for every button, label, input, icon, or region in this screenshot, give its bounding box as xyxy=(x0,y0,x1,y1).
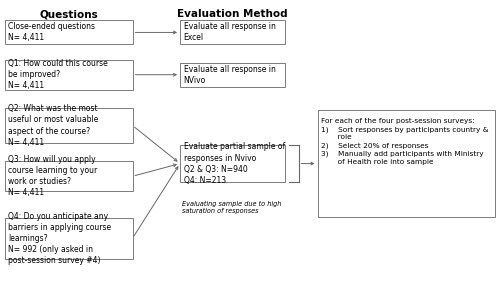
Text: Q1: How could this course
be improved?
N= 4,411: Q1: How could this course be improved? N… xyxy=(8,59,108,90)
FancyBboxPatch shape xyxy=(180,21,285,44)
FancyBboxPatch shape xyxy=(5,161,132,191)
Text: Q3: How will you apply
course learning to your
work or studies?
N= 4,411: Q3: How will you apply course learning t… xyxy=(8,155,98,197)
FancyBboxPatch shape xyxy=(5,108,132,143)
Text: Evaluating sample due to high
saturation of responses: Evaluating sample due to high saturation… xyxy=(182,201,282,214)
Text: For each of the four post-session surveys:
1)    Sort responses by participants : For each of the four post-session survey… xyxy=(321,118,488,165)
Text: Evaluate partial sample of
responses in Nvivo
Q2 & Q3: N=940
Q4: N=213: Evaluate partial sample of responses in … xyxy=(184,142,285,185)
FancyBboxPatch shape xyxy=(180,145,285,182)
Text: Evaluate all response in
Excel: Evaluate all response in Excel xyxy=(184,22,276,43)
Text: Evaluate all response in
NVivo: Evaluate all response in NVivo xyxy=(184,65,276,85)
FancyBboxPatch shape xyxy=(180,63,285,87)
Text: Q2: What was the most
useful or most valuable
aspect of the course?
N= 4,411: Q2: What was the most useful or most val… xyxy=(8,104,99,147)
FancyBboxPatch shape xyxy=(5,60,132,90)
FancyBboxPatch shape xyxy=(318,110,495,217)
Text: Questions: Questions xyxy=(40,9,98,19)
FancyBboxPatch shape xyxy=(5,218,132,259)
FancyBboxPatch shape xyxy=(5,21,132,44)
Text: Close-ended questions
N= 4,411: Close-ended questions N= 4,411 xyxy=(8,22,96,43)
Text: Q4: Do you anticipate any
barriers in applying course
learnings?
N= 992 (only as: Q4: Do you anticipate any barriers in ap… xyxy=(8,212,112,265)
Text: Evaluation Method: Evaluation Method xyxy=(177,9,288,19)
